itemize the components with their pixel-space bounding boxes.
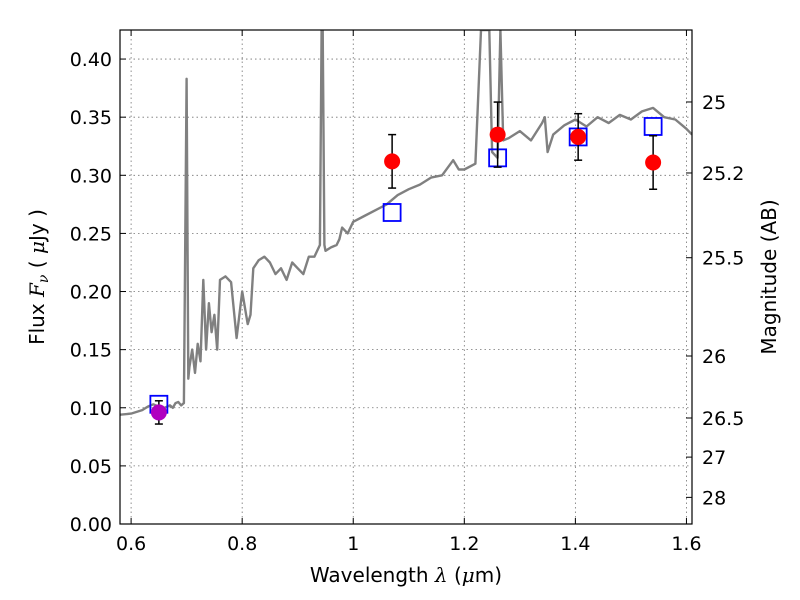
synthetic-photometry-square-1: [382, 203, 402, 222]
observed-flux-point-2: [489, 126, 506, 143]
observed-flux-point-4: [645, 154, 662, 171]
x-tick-label-1: 0.8: [227, 533, 257, 555]
y-tick-label-4: 0.20: [70, 282, 112, 304]
y2-tick-label-1: 25.2: [702, 163, 744, 185]
model-spectrum-line: [120, 30, 692, 416]
y2-axis-label: Magnitude (AB): [757, 199, 781, 354]
synthetic-photometry-square-4: [643, 117, 663, 136]
y-tick-label-1: 0.05: [70, 456, 112, 478]
y-axis-label: Flux Fν ( μJy ): [25, 209, 52, 345]
x-tick-label-4: 1.4: [560, 533, 590, 555]
y2-tick-label-4: 26.5: [702, 408, 744, 430]
grid: [120, 30, 692, 525]
y2-tick-label-0: 25: [702, 92, 726, 114]
y-tick-label-6: 0.30: [70, 165, 112, 187]
y2-tick-label-5: 27: [702, 447, 726, 469]
y-tick-label-0: 0.00: [70, 514, 112, 536]
y-tick-label-7: 0.35: [70, 107, 112, 129]
observed-flux-point-0: [150, 404, 167, 421]
y-tick-label-8: 0.40: [70, 49, 112, 71]
x-tick-label-3: 1.2: [449, 533, 479, 555]
observed-flux-point-1: [384, 153, 401, 170]
y2-tick-label-6: 28: [702, 487, 726, 509]
observed-flux-point-3: [570, 128, 587, 145]
ticks: 0.6 0.8 1 1.2 1.4 1.6 0.00 0.05 0.10 0.15 0.20 0.25…: [70, 30, 744, 555]
y2-tick-label-3: 26: [702, 346, 726, 368]
x-tick-label-5: 1.6: [671, 533, 701, 555]
y-tick-label-2: 0.10: [70, 398, 112, 420]
y-tick-label-3: 0.15: [70, 340, 112, 362]
data-layer: [120, 30, 692, 416]
plot-frame: [119, 29, 693, 525]
y2-tick-label-2: 25.5: [702, 248, 744, 270]
x-tick-label-2: 1: [347, 533, 359, 555]
y-tick-label-5: 0.25: [70, 223, 112, 245]
points-layer: [149, 101, 663, 425]
x-axis-label: Wavelength λ (μm): [310, 563, 502, 587]
x-tick-label-0: 0.6: [116, 533, 146, 555]
